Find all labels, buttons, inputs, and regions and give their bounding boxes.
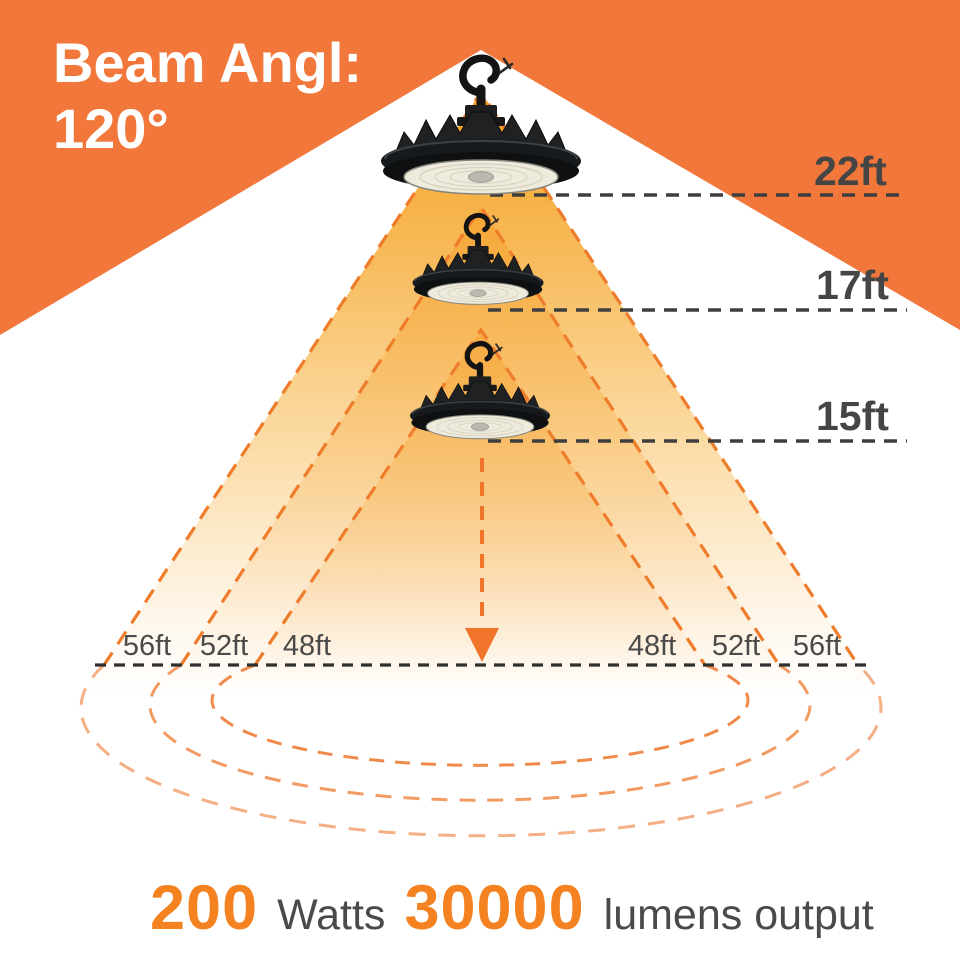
- height-label-15ft: 15ft: [816, 393, 889, 439]
- orange-header-shape: [0, 0, 960, 335]
- footer-specs: 200 Watts 30000 lumens output: [150, 872, 874, 944]
- beam-fill-48ft: [211, 330, 748, 766]
- beam-outline-52ft: [179, 204, 781, 666]
- beam-outline-48ft: [253, 327, 707, 666]
- lumens-label: lumens output: [603, 891, 874, 939]
- coverage-label-right-48ft: 48ft: [627, 630, 677, 662]
- watts-value: 200: [150, 873, 259, 943]
- coverage-arc-48ft: [210, 663, 750, 767]
- down-arrow-icon: [465, 458, 499, 662]
- height-label-17ft: 17ft: [816, 262, 889, 308]
- lumens-value: 30000: [404, 873, 585, 943]
- beam-angle-title-line1: Beam Angl:: [53, 31, 363, 94]
- coverage-arc-56ft: [79, 663, 883, 838]
- coverage-label-right-56ft: 56ft: [792, 630, 842, 662]
- beam-angle-title-line2: 120°: [53, 96, 169, 160]
- height-label-22ft: 22ft: [814, 148, 887, 194]
- coverage-label-right-52ft: 52ft: [711, 630, 761, 662]
- coverage-label-left-56ft: 56ft: [122, 630, 172, 662]
- coverage-label-left-48ft: 48ft: [282, 630, 332, 662]
- watts-label: Watts: [277, 891, 386, 939]
- coverage-label-left-52ft: 52ft: [199, 630, 249, 662]
- beam-angle-title: Beam Angl: 120°: [53, 30, 362, 161]
